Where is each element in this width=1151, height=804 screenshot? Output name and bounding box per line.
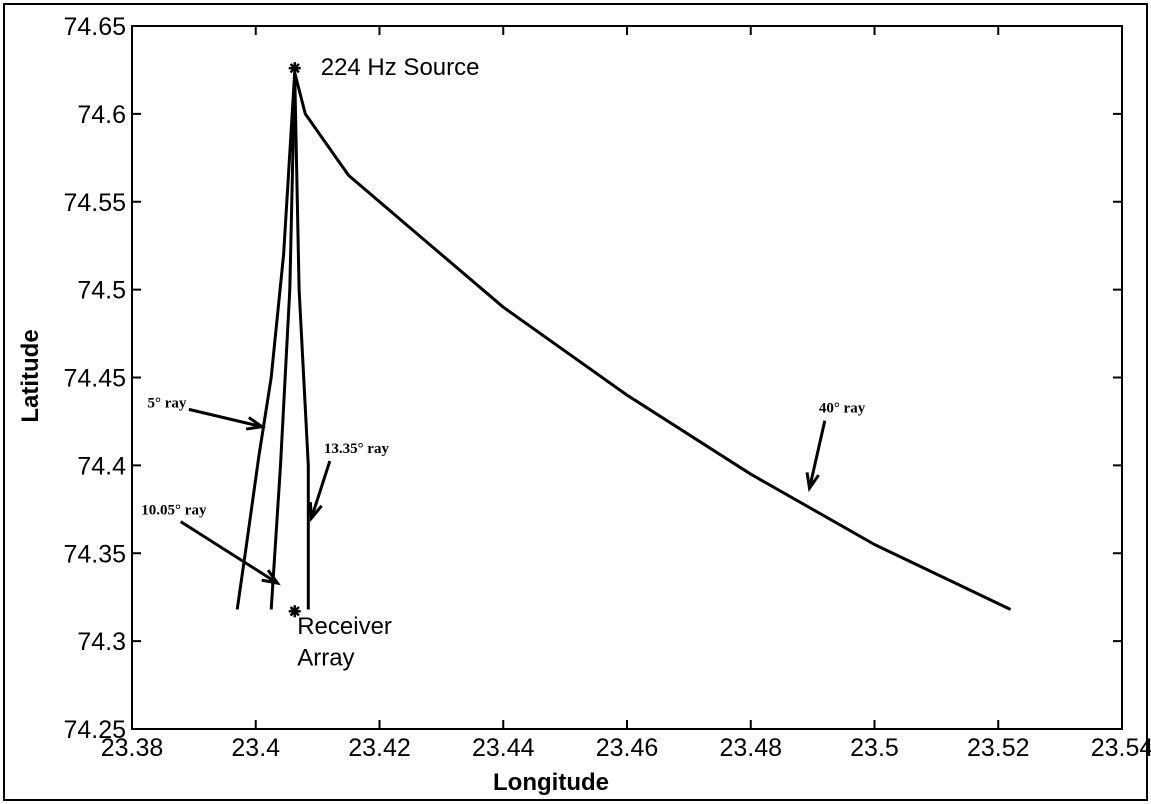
x-tick-label: 23.38 (101, 734, 164, 762)
plot-area (131, 25, 1123, 730)
annotation-layer: 224 Hz Source Receiver Array 5° ray 10.05° r… (141, 54, 865, 672)
figure-frame (3, 3, 1148, 801)
source-marker (288, 62, 301, 75)
x-tick-label: 23.4 (231, 734, 280, 762)
annotation-label: Array (297, 645, 354, 672)
series-layer (235, 72, 1012, 611)
marker-stroke (289, 63, 300, 74)
y-axis-ticks: 74.25 74.3 74.35 74.4 74.45 74.5 74.55 74.6 74.6… (63, 13, 1122, 744)
series-line-10-05-ray (269, 72, 297, 610)
receiver-marker (288, 605, 301, 618)
marker-stroke (289, 606, 300, 617)
annotation-label: 13.35° ray (324, 441, 390, 457)
x-axis-ticks: 23.38 23.4 23.42 23.44 23.46 23.48 23.5 23.52 23… (101, 26, 1151, 762)
y-tick-label: 74.55 (63, 189, 126, 217)
y-tick-label: 74.4 (77, 452, 126, 480)
annotation-label: 224 Hz Source (321, 54, 480, 81)
x-tick-label: 23.5 (850, 734, 899, 762)
annotation-label: 5° ray (147, 395, 186, 411)
series-line-40-ray (293, 72, 1012, 611)
annotation-label: 10.05° ray (141, 503, 207, 519)
annotation-arrow (310, 460, 332, 519)
y-tick-label: 74.65 (63, 13, 126, 41)
y-tick-label: 74.3 (77, 628, 126, 656)
y-tick-label: 74.5 (77, 277, 126, 305)
series-line-5-ray (235, 72, 297, 610)
y-tick-label: 74.25 (63, 716, 126, 744)
annotation-arrowhead (805, 472, 820, 493)
annotation-arrow (808, 420, 827, 489)
x-tick-label: 23.44 (472, 734, 535, 762)
y-tick-label: 74.45 (63, 365, 126, 393)
x-tick-label: 23.52 (967, 734, 1030, 762)
plot-border (131, 25, 1123, 730)
marker-layer (288, 62, 301, 618)
x-tick-label: 23.46 (596, 734, 659, 762)
annotation-arrow (188, 407, 263, 429)
annotation-label: 40° ray (819, 401, 866, 417)
y-tick-label: 74.6 (77, 101, 126, 129)
y-axis-label: Latitude (17, 329, 44, 422)
annotation-arrowhead (261, 569, 281, 586)
annotation-label: Receiver (297, 613, 392, 640)
annotation-arrowhead (308, 502, 323, 522)
x-tick-label: 23.48 (719, 734, 782, 762)
annotation-arrowhead (245, 416, 266, 431)
x-tick-label: 23.42 (348, 734, 411, 762)
annotation-arrow (179, 520, 279, 585)
series-line-13-35-ray (293, 72, 310, 610)
y-tick-label: 74.35 (63, 540, 126, 568)
x-tick-label: 23.54 (1091, 734, 1151, 762)
x-axis-label: Longitude (493, 769, 609, 796)
